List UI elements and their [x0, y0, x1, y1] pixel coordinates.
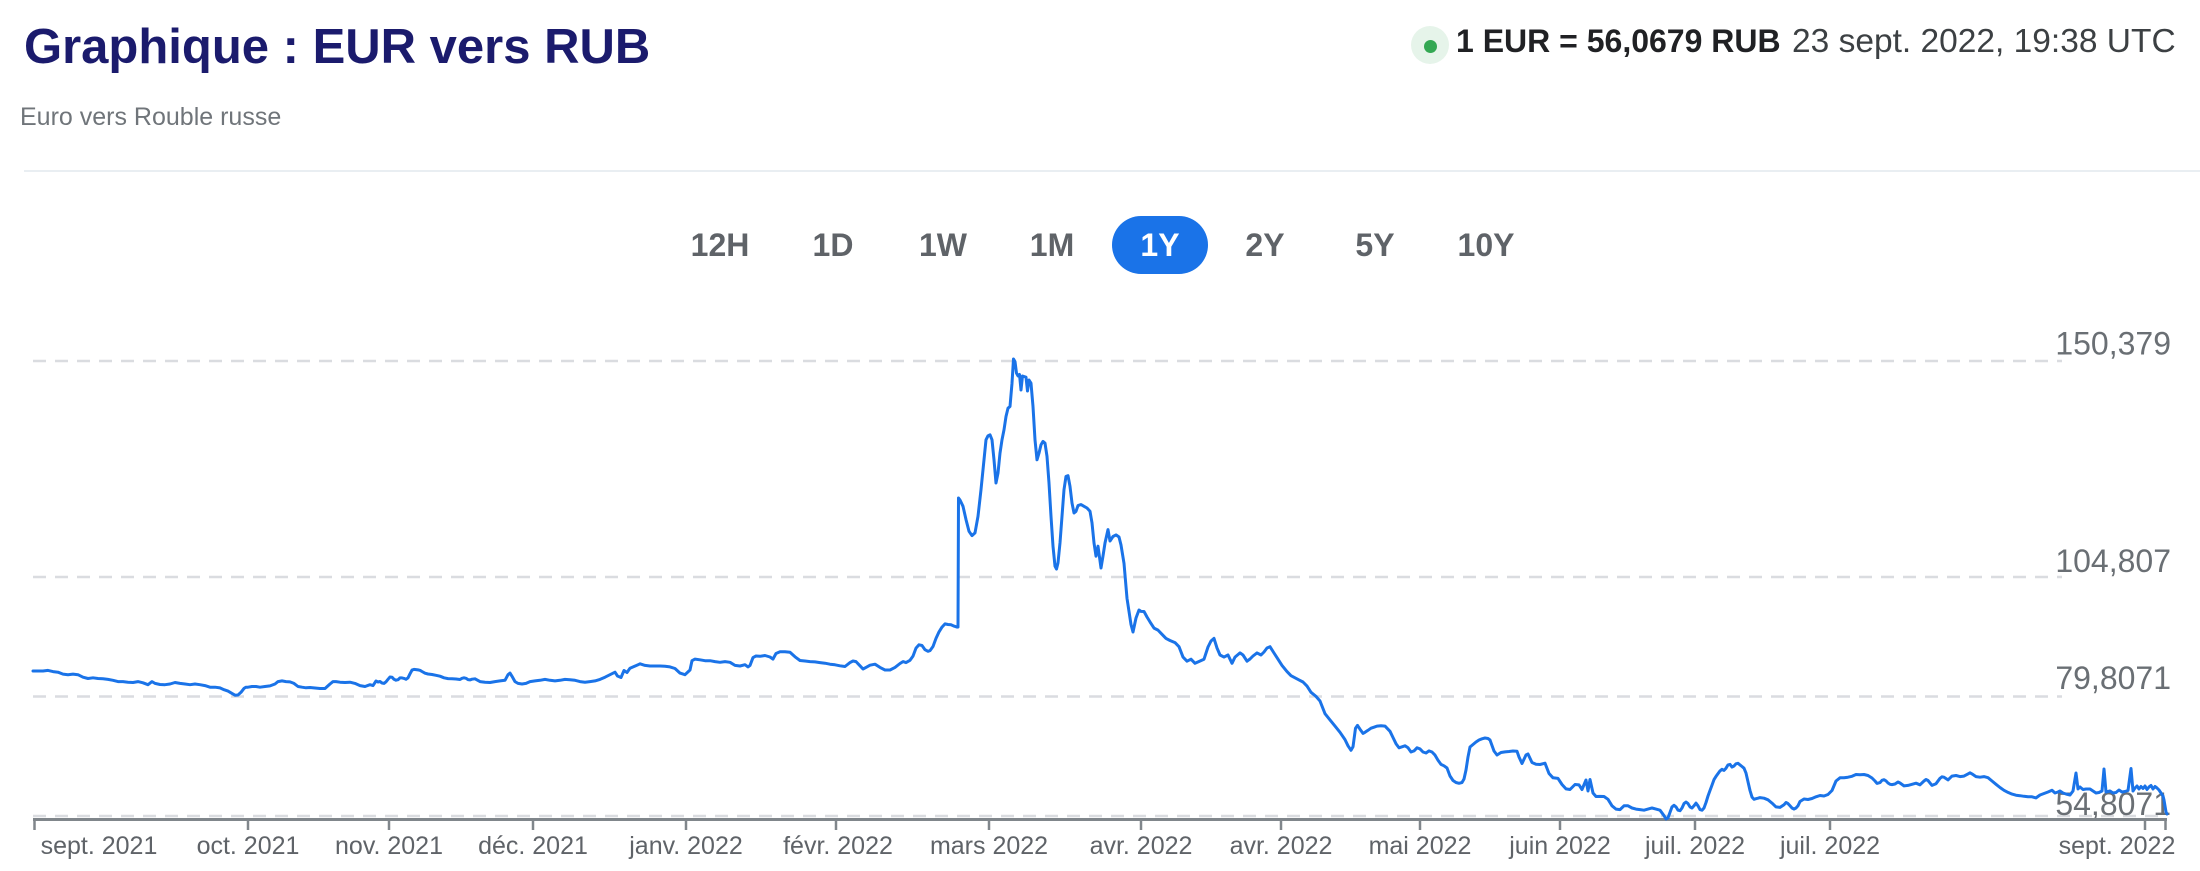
svg-text:nov. 2021: nov. 2021	[335, 832, 443, 860]
svg-text:janv. 2022: janv. 2022	[628, 832, 743, 860]
svg-text:79,8071: 79,8071	[2055, 660, 2171, 696]
svg-text:sept. 2022: sept. 2022	[2059, 832, 2176, 860]
svg-text:avr. 2022: avr. 2022	[1090, 832, 1193, 860]
svg-text:mars 2022: mars 2022	[930, 832, 1048, 860]
svg-text:juil. 2022: juil. 2022	[1644, 832, 1745, 860]
svg-text:févr. 2022: févr. 2022	[783, 832, 893, 860]
svg-text:avr. 2022: avr. 2022	[1230, 832, 1333, 860]
svg-text:150,379: 150,379	[2055, 326, 2171, 362]
svg-text:juin 2022: juin 2022	[1508, 832, 1610, 860]
svg-text:déc. 2021: déc. 2021	[478, 832, 588, 860]
svg-text:oct. 2021: oct. 2021	[197, 832, 300, 860]
svg-text:104,807: 104,807	[2055, 543, 2171, 579]
svg-text:sept. 2021: sept. 2021	[41, 832, 158, 860]
svg-text:mai 2022: mai 2022	[1369, 832, 1472, 860]
svg-text:juil. 2022: juil. 2022	[1779, 832, 1880, 860]
